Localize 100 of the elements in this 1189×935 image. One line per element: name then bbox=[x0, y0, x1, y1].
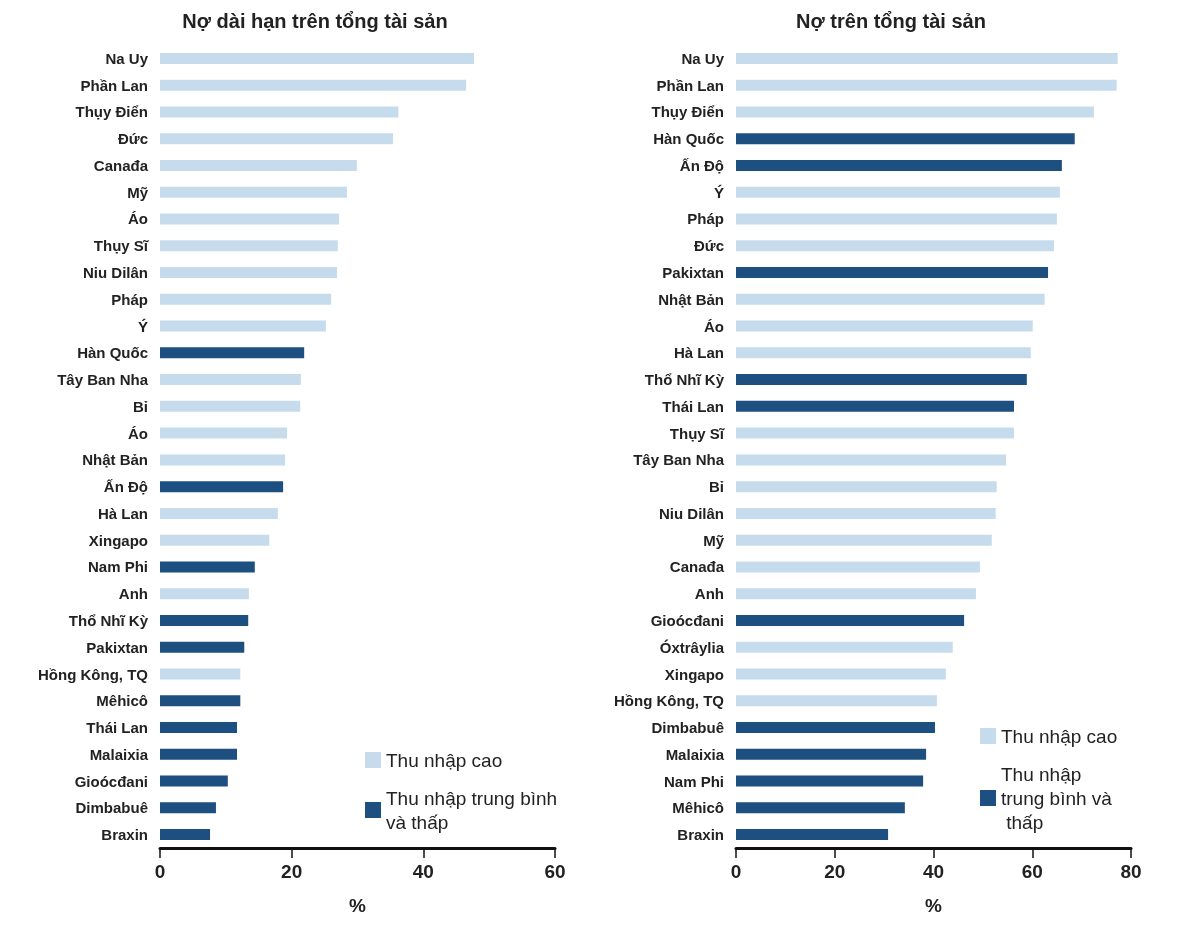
x-tick-label: 40 bbox=[922, 861, 945, 882]
bar bbox=[736, 213, 1057, 225]
legend-label: Thu nhập trung bình và thấp bbox=[1001, 763, 1113, 833]
legend-label: Thu nhập trung bình và thấp bbox=[386, 787, 563, 833]
y-tick-label: Na Uy bbox=[681, 49, 725, 67]
bar bbox=[160, 79, 467, 91]
x-tick-label: 0 bbox=[730, 861, 742, 882]
y-tick-label: Thụy Sĩ bbox=[669, 424, 725, 442]
y-tick-label: Thụy Điển bbox=[75, 103, 148, 121]
bar bbox=[160, 802, 216, 814]
y-tick-label: Pháp bbox=[111, 290, 148, 308]
y-tick-label: Pháp bbox=[687, 210, 724, 228]
y-tick-label: Mêhicô bbox=[672, 799, 724, 817]
y-tick-label: Braxin bbox=[101, 826, 148, 844]
bar bbox=[736, 588, 976, 600]
bar bbox=[736, 561, 980, 573]
y-tick-label: Gioócđani bbox=[74, 772, 148, 790]
bar bbox=[160, 588, 249, 600]
y-tick-label: Xingapo bbox=[88, 531, 148, 549]
legend-label: Thu nhập cao bbox=[386, 749, 503, 771]
bar bbox=[160, 374, 301, 386]
bar bbox=[736, 481, 997, 493]
bar bbox=[160, 133, 394, 145]
x-tick-label: 20 bbox=[824, 861, 846, 882]
y-tick-label: Pakixtan bbox=[86, 638, 148, 656]
bar bbox=[736, 320, 1033, 332]
bar bbox=[736, 775, 924, 787]
bar bbox=[736, 668, 946, 680]
y-tick-label: Bỉ bbox=[133, 397, 148, 415]
bar bbox=[736, 802, 905, 814]
bar bbox=[160, 561, 255, 573]
bar bbox=[160, 320, 326, 332]
bar bbox=[160, 775, 228, 787]
bar bbox=[160, 641, 245, 653]
y-tick-label: Bỉ bbox=[709, 478, 724, 496]
bar bbox=[736, 347, 1031, 359]
bar bbox=[160, 267, 338, 279]
y-tick-label: Nam Phi bbox=[87, 558, 148, 576]
y-tick-label: Thái Lan bbox=[86, 719, 148, 737]
y-tick-label: Canađa bbox=[93, 156, 149, 174]
y-tick-label: Na Uy bbox=[105, 49, 149, 67]
bar bbox=[160, 159, 357, 171]
y-tick-label: Mỹ bbox=[703, 531, 725, 549]
x-tick-label: 60 bbox=[544, 861, 566, 882]
y-tick-label: Malaixia bbox=[89, 745, 149, 763]
bar bbox=[736, 79, 1117, 91]
y-tick-label: Đức bbox=[693, 237, 724, 255]
x-tick-label: 80 bbox=[1120, 861, 1142, 882]
bar bbox=[736, 722, 935, 734]
bar bbox=[160, 213, 340, 225]
y-tick-label: Anh bbox=[118, 585, 148, 603]
x-axis-title: % bbox=[349, 895, 367, 916]
x-axis-title: % bbox=[925, 895, 943, 916]
bar bbox=[736, 427, 1014, 439]
y-tick-label: Mêhicô bbox=[96, 692, 148, 710]
y-tick-label: Óxtrâylia bbox=[659, 638, 725, 656]
y-tick-label: Thổ Nhĩ Kỳ bbox=[644, 371, 725, 389]
bar bbox=[160, 722, 238, 734]
y-tick-label: Mỹ bbox=[127, 183, 149, 201]
y-tick-label: Xingapo bbox=[664, 665, 724, 683]
bar bbox=[160, 347, 305, 359]
y-tick-label: Hà Lan bbox=[673, 344, 724, 362]
y-tick-label: Hồng Kông, TQ bbox=[614, 692, 725, 710]
bar bbox=[736, 52, 1118, 64]
bar bbox=[160, 400, 301, 412]
y-tick-label: Ý bbox=[137, 317, 148, 335]
bar bbox=[160, 454, 286, 466]
y-tick-label: Tây Ban Nha bbox=[633, 451, 725, 469]
bar bbox=[736, 133, 1075, 145]
y-tick-label: Thụy Sĩ bbox=[93, 237, 149, 255]
bar bbox=[736, 641, 953, 653]
bar bbox=[736, 829, 889, 841]
bar bbox=[160, 293, 332, 305]
bar bbox=[736, 293, 1045, 305]
bar bbox=[736, 374, 1027, 386]
chart-title: Nợ dài hạn trên tổng tài sản bbox=[182, 10, 448, 32]
y-tick-label: Pakixtan bbox=[662, 264, 724, 282]
y-tick-label: Thụy Điển bbox=[651, 103, 724, 121]
chart-title: Nợ trên tổng tài sản bbox=[796, 10, 986, 32]
y-tick-label: Nam Phi bbox=[663, 772, 724, 790]
bar bbox=[160, 427, 288, 439]
bar bbox=[736, 534, 992, 546]
bar bbox=[160, 829, 211, 841]
bar bbox=[736, 159, 1062, 171]
y-tick-label: Ấn Độ bbox=[679, 156, 724, 174]
bar bbox=[736, 106, 1094, 118]
y-tick-label: Anh bbox=[694, 585, 724, 603]
y-tick-label: Hàn Quốc bbox=[653, 130, 724, 148]
y-tick-label: Niu Dilân bbox=[658, 504, 724, 522]
y-tick-label: Áo bbox=[128, 424, 148, 442]
x-tick-label: 20 bbox=[281, 861, 303, 882]
bar bbox=[160, 186, 347, 198]
bar bbox=[736, 186, 1060, 198]
bar bbox=[736, 748, 927, 760]
bar bbox=[160, 614, 249, 626]
y-tick-label: Dimbabuê bbox=[75, 799, 148, 817]
y-tick-label: Braxin bbox=[677, 826, 724, 844]
bar bbox=[736, 695, 937, 707]
bar bbox=[736, 240, 1054, 252]
bar bbox=[160, 534, 270, 546]
